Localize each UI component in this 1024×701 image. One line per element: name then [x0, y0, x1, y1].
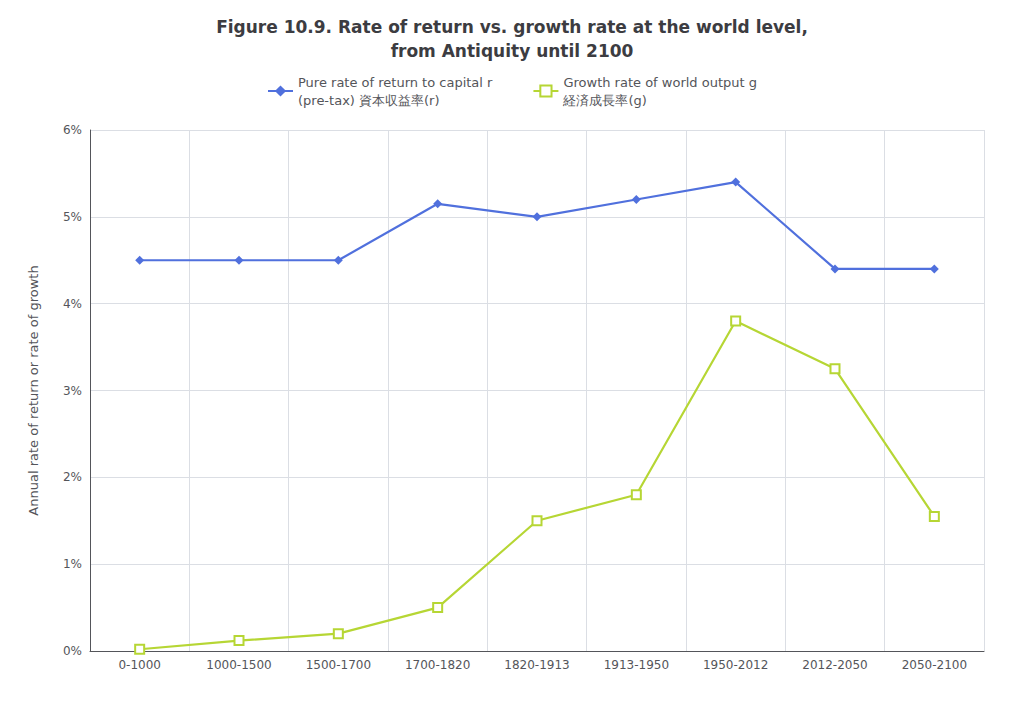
svg-text:from Antiquity until 2100: from Antiquity until 2100	[391, 41, 634, 61]
svg-text:5%: 5%	[63, 210, 82, 224]
svg-text:1700-1820: 1700-1820	[405, 658, 470, 672]
svg-text:2050-2100: 2050-2100	[902, 658, 967, 672]
svg-text:Growth rate of world output g: Growth rate of world output g	[563, 75, 757, 90]
svg-text:2012-2050: 2012-2050	[802, 658, 867, 672]
svg-text:4%: 4%	[63, 297, 82, 311]
svg-text:(pre-tax) 資本収益率(r): (pre-tax) 資本収益率(r)	[298, 93, 440, 108]
svg-text:1500-1700: 1500-1700	[306, 658, 371, 672]
svg-text:0-1000: 0-1000	[118, 658, 161, 672]
svg-text:1820-1913: 1820-1913	[504, 658, 569, 672]
svg-text:1%: 1%	[63, 557, 82, 571]
svg-text:1913-1950: 1913-1950	[604, 658, 669, 672]
svg-text:6%: 6%	[63, 123, 82, 137]
svg-text:Figure 10.9. Rate of return vs: Figure 10.9. Rate of return vs. growth r…	[216, 17, 808, 37]
svg-text:Pure rate of return to capital: Pure rate of return to capital r	[298, 75, 493, 90]
svg-text:1950-2012: 1950-2012	[703, 658, 768, 672]
svg-text:0%: 0%	[63, 644, 82, 658]
svg-text:Annual rate of return or rate: Annual rate of return or rate of growth	[26, 265, 41, 515]
svg-text:1000-1500: 1000-1500	[206, 658, 271, 672]
svg-text:3%: 3%	[63, 384, 82, 398]
svg-text:経済成長率(g): 経済成長率(g)	[562, 93, 646, 108]
svg-text:2%: 2%	[63, 470, 82, 484]
